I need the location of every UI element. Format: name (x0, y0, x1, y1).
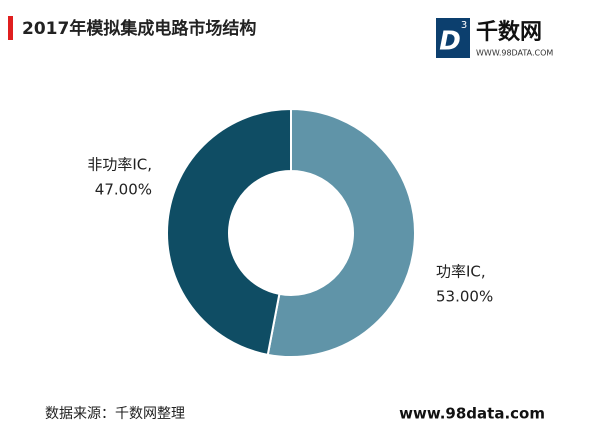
logo-box (436, 18, 470, 58)
donut-slice (166, 107, 292, 356)
logo-url: WWW.98DATA.COM (476, 49, 553, 58)
slice-value: 53.00% (436, 288, 493, 306)
donut (166, 107, 416, 358)
website: www.98data.com (399, 405, 545, 423)
donut-slice (266, 107, 416, 358)
logo-name: 千数网 (476, 19, 542, 45)
source-note: 数据来源：千数网整理 (45, 406, 185, 422)
logo: D 3 千数网 WWW.98DATA.COM (436, 18, 553, 58)
logo-sup: 3 (461, 20, 467, 31)
chart-title: 2017年模拟集成电路市场结构 (22, 18, 256, 39)
title-accent (8, 16, 13, 40)
slice-label: 功率IC, (436, 263, 486, 281)
logo-mark: D (439, 27, 461, 57)
slice-value: 47.00% (95, 181, 152, 199)
slice-label: 非功率IC, (87, 156, 152, 174)
